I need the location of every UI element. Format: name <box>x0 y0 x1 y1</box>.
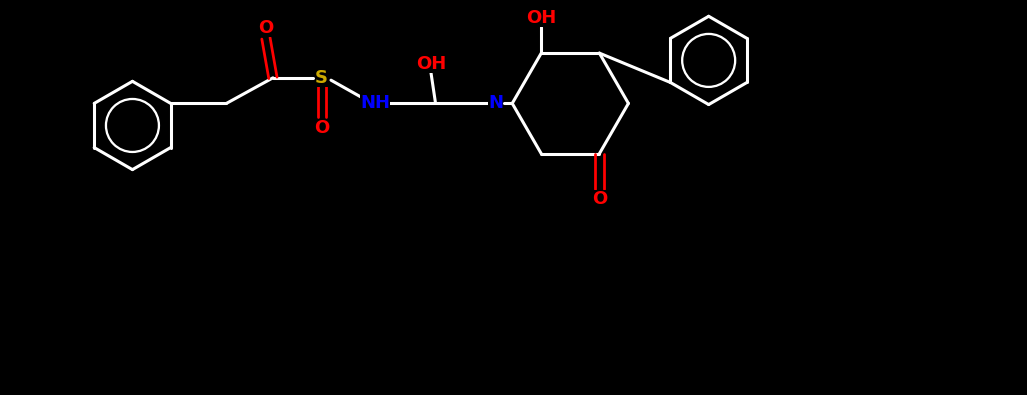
Text: O: O <box>592 190 607 208</box>
Text: O: O <box>314 118 330 137</box>
Text: NH: NH <box>360 94 390 113</box>
Text: S: S <box>315 69 329 87</box>
Text: OH: OH <box>526 9 557 27</box>
Text: O: O <box>259 19 273 37</box>
Text: N: N <box>489 94 503 113</box>
Text: OH: OH <box>416 55 446 73</box>
